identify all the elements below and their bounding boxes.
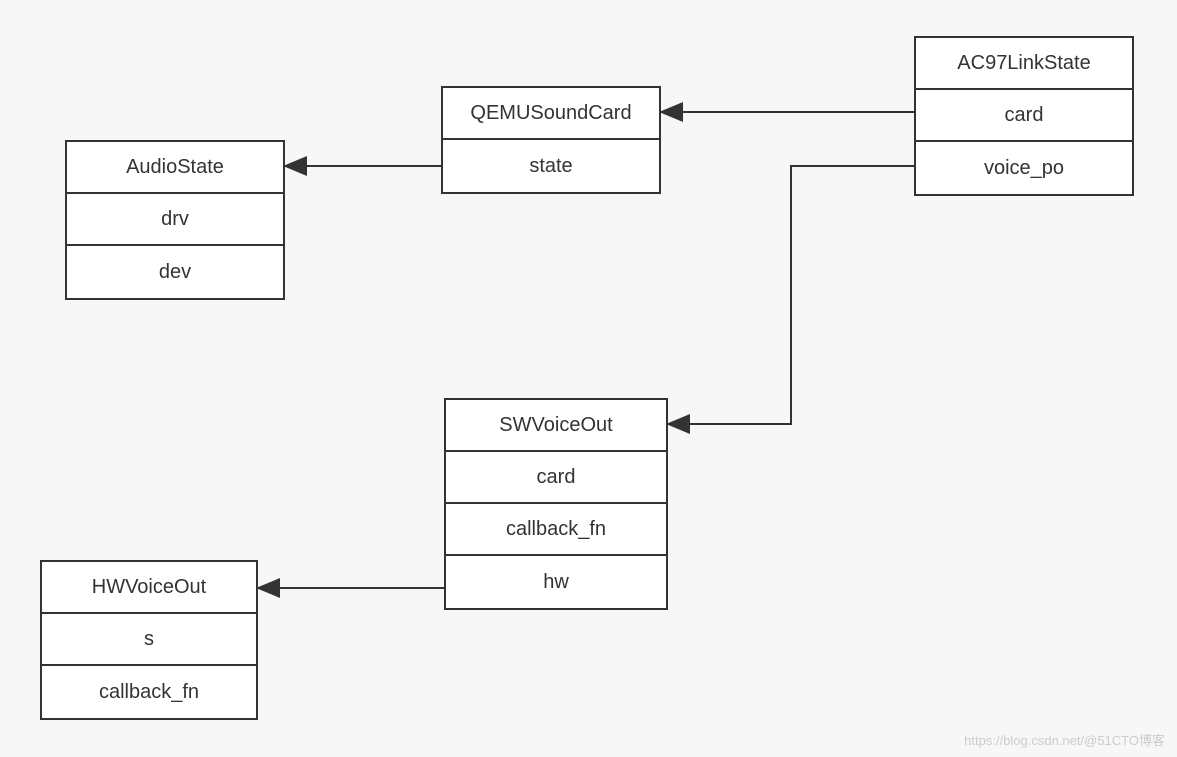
node-hw-voice-out: HWVoiceOut s callback_fn: [40, 560, 258, 720]
node-field: voice_po: [916, 142, 1132, 194]
node-field: drv: [67, 194, 283, 246]
node-ac97-link-state: AC97LinkState card voice_po: [914, 36, 1134, 196]
node-title: SWVoiceOut: [446, 400, 666, 452]
node-title: AudioState: [67, 142, 283, 194]
diagram-container: AudioState drv dev QEMUSoundCard state A…: [0, 0, 1177, 757]
node-sw-voice-out: SWVoiceOut card callback_fn hw: [444, 398, 668, 610]
node-audio-state: AudioState drv dev: [65, 140, 285, 300]
node-title: HWVoiceOut: [42, 562, 256, 614]
node-field: callback_fn: [42, 666, 256, 718]
node-field: callback_fn: [446, 504, 666, 556]
node-field: hw: [446, 556, 666, 608]
node-field: dev: [67, 246, 283, 298]
node-title: AC97LinkState: [916, 38, 1132, 90]
node-field: card: [916, 90, 1132, 142]
node-field: state: [443, 140, 659, 192]
node-field: s: [42, 614, 256, 666]
watermark: https://blog.csdn.net/@51CTO博客: [964, 730, 1165, 749]
node-title: QEMUSoundCard: [443, 88, 659, 140]
node-field: card: [446, 452, 666, 504]
watermark-left: https://blog.csdn.net/: [964, 733, 1084, 748]
watermark-right: @51CTO博客: [1084, 733, 1165, 748]
node-qemu-sound-card: QEMUSoundCard state: [441, 86, 661, 194]
